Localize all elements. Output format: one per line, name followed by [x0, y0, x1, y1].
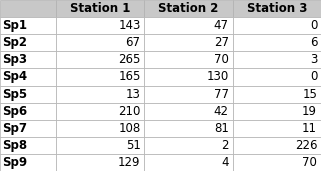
Bar — [56, 154, 144, 171]
Text: 3: 3 — [310, 53, 317, 66]
Text: 70: 70 — [214, 53, 229, 66]
Text: 19: 19 — [302, 105, 317, 118]
Bar — [56, 137, 144, 154]
Bar — [144, 68, 233, 86]
Bar — [233, 137, 321, 154]
Text: Station 3: Station 3 — [247, 2, 307, 15]
Bar — [144, 51, 233, 68]
Text: 130: 130 — [207, 70, 229, 83]
Text: Sp8: Sp8 — [3, 139, 28, 152]
Text: 81: 81 — [214, 122, 229, 135]
Text: 165: 165 — [118, 70, 141, 83]
Bar — [144, 120, 233, 137]
Bar — [144, 137, 233, 154]
Text: Sp4: Sp4 — [3, 70, 28, 83]
Bar — [56, 51, 144, 68]
Bar — [233, 0, 321, 17]
Bar — [233, 68, 321, 86]
Bar — [233, 120, 321, 137]
Text: Station 2: Station 2 — [158, 2, 219, 15]
Bar — [144, 34, 233, 51]
Text: Sp9: Sp9 — [3, 156, 28, 169]
Bar — [144, 86, 233, 103]
Bar — [233, 17, 321, 34]
Text: 210: 210 — [118, 105, 141, 118]
Bar — [0, 0, 56, 17]
Bar — [56, 120, 144, 137]
Bar — [0, 17, 56, 34]
Bar — [0, 120, 56, 137]
Text: 47: 47 — [214, 19, 229, 32]
Text: 27: 27 — [214, 36, 229, 49]
Bar — [56, 68, 144, 86]
Text: 15: 15 — [302, 88, 317, 101]
Bar — [144, 0, 233, 17]
Bar — [56, 0, 144, 17]
Bar — [56, 34, 144, 51]
Bar — [0, 86, 56, 103]
Text: 0: 0 — [310, 70, 317, 83]
Text: Sp3: Sp3 — [3, 53, 28, 66]
Bar — [0, 68, 56, 86]
Bar — [144, 103, 233, 120]
Bar — [0, 34, 56, 51]
Text: 108: 108 — [118, 122, 141, 135]
Text: 13: 13 — [126, 88, 141, 101]
Text: 77: 77 — [214, 88, 229, 101]
Bar — [0, 154, 56, 171]
Text: 4: 4 — [221, 156, 229, 169]
Bar — [233, 154, 321, 171]
Text: 143: 143 — [118, 19, 141, 32]
Bar — [233, 51, 321, 68]
Bar — [0, 103, 56, 120]
Bar — [0, 137, 56, 154]
Text: 67: 67 — [126, 36, 141, 49]
Text: 265: 265 — [118, 53, 141, 66]
Text: 51: 51 — [126, 139, 141, 152]
Bar — [56, 103, 144, 120]
Text: 11: 11 — [302, 122, 317, 135]
Text: 0: 0 — [310, 19, 317, 32]
Text: 129: 129 — [118, 156, 141, 169]
Bar — [0, 51, 56, 68]
Text: Sp2: Sp2 — [3, 36, 28, 49]
Bar — [233, 34, 321, 51]
Text: Sp6: Sp6 — [3, 105, 28, 118]
Bar — [144, 17, 233, 34]
Bar — [233, 86, 321, 103]
Text: 42: 42 — [214, 105, 229, 118]
Bar — [233, 103, 321, 120]
Text: Sp5: Sp5 — [3, 88, 28, 101]
Text: Sp1: Sp1 — [3, 19, 28, 32]
Text: 226: 226 — [295, 139, 317, 152]
Text: Station 1: Station 1 — [70, 2, 131, 15]
Text: 70: 70 — [302, 156, 317, 169]
Text: 2: 2 — [221, 139, 229, 152]
Bar — [56, 17, 144, 34]
Bar — [144, 154, 233, 171]
Text: Sp7: Sp7 — [3, 122, 28, 135]
Bar — [56, 86, 144, 103]
Text: 6: 6 — [310, 36, 317, 49]
